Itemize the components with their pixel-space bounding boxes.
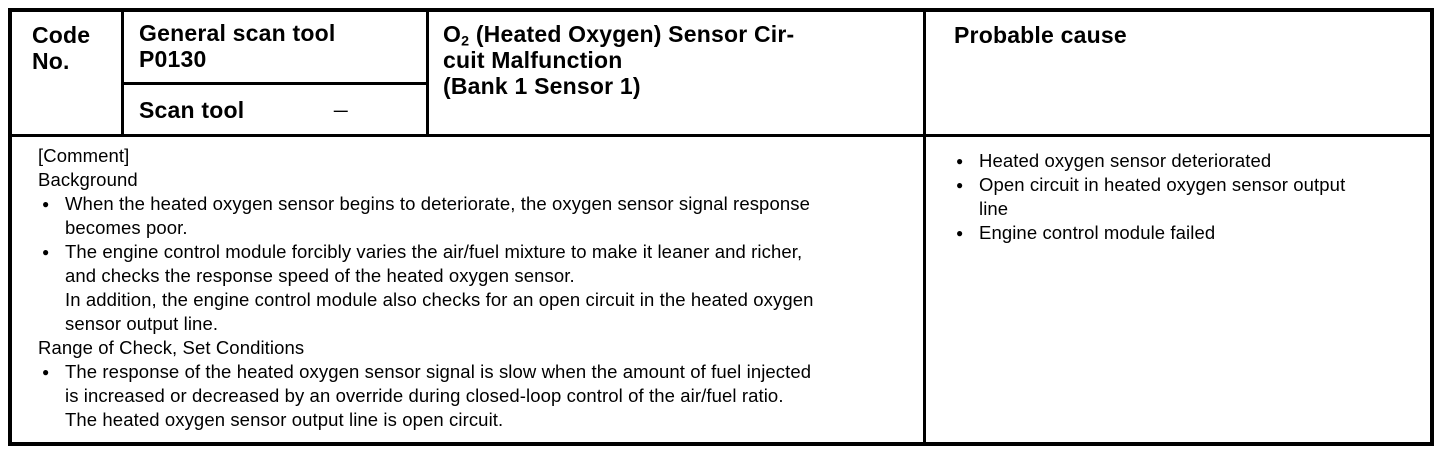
code-no-header-cell: Code No. xyxy=(12,12,124,137)
probable-cause-text: Engine control module failed xyxy=(979,222,1216,243)
comment-line: ● Background xyxy=(38,168,903,192)
comment-line-text: Background xyxy=(38,169,138,190)
comment-line: ● The response of the heated oxygen sens… xyxy=(38,360,903,432)
dtc-title-rest: (Heated Oxygen) Sensor Cir- cuit Malfunc… xyxy=(443,21,795,99)
probable-cause-text: Heated oxygen sensor deteriorated xyxy=(979,150,1272,171)
bullet-icon: ● xyxy=(956,154,964,168)
comment-line-text: The engine control module forcibly varie… xyxy=(65,241,814,334)
probable-cause-cell: ● Heated oxygen sensor deteriorated ● Op… xyxy=(926,137,1430,442)
bullet-icon: ● xyxy=(42,365,50,379)
comment-line-text: Range of Check, Set Conditions xyxy=(38,337,305,358)
probable-cause-header-cell: Probable cause xyxy=(926,12,1430,137)
scan-tool-cell: Scan tool — xyxy=(124,85,426,134)
general-scan-tool-cell: General scan tool P0130 xyxy=(124,12,426,85)
bullet-icon: ● xyxy=(956,226,964,240)
comment-line: ● [Comment] xyxy=(38,144,903,168)
probable-cause-item: ● Heated oxygen sensor deteriorated xyxy=(952,149,1418,173)
bullet-icon: ● xyxy=(42,245,50,259)
general-scan-tool-code: General scan tool P0130 xyxy=(139,20,336,72)
comment-line-text: [Comment] xyxy=(38,145,130,166)
comment-line: ● The engine control module forcibly var… xyxy=(38,240,903,336)
bullet-icon: ● xyxy=(42,197,50,211)
dtc-table: Code No. General scan tool P0130 Scan to… xyxy=(8,8,1434,446)
probable-cause-item: ● Open circuit in heated oxygen sensor o… xyxy=(952,173,1418,221)
manual-page: Code No. General scan tool P0130 Scan to… xyxy=(8,8,1434,446)
comment-line: ● When the heated oxygen sensor begins t… xyxy=(38,192,903,240)
dtc-title-o: O xyxy=(443,21,462,47)
comment-line-text: When the heated oxygen sensor begins to … xyxy=(65,193,810,238)
scan-tool-value-dash: — xyxy=(333,101,348,118)
comment-cell: ● [Comment] ● Background ● When the heat… xyxy=(12,137,926,442)
scan-tool-header-cell: General scan tool P0130 Scan tool — xyxy=(124,12,429,137)
code-no-label: Code No. xyxy=(32,22,91,74)
dtc-title-cell: O2 (Heated Oxygen) Sensor Cir- cuit Malf… xyxy=(429,12,926,137)
comment-line: ● Range of Check, Set Conditions xyxy=(38,336,903,360)
probable-cause-item: ● Engine control module failed xyxy=(952,221,1418,245)
probable-cause-text: Open circuit in heated oxygen sensor out… xyxy=(979,174,1346,219)
bullet-icon: ● xyxy=(956,178,964,192)
comment-line-text: The response of the heated oxygen sensor… xyxy=(65,361,812,430)
dtc-title-subscript: 2 xyxy=(461,33,470,50)
scan-tool-label: Scan tool xyxy=(139,96,245,123)
probable-cause-label: Probable cause xyxy=(954,22,1127,48)
